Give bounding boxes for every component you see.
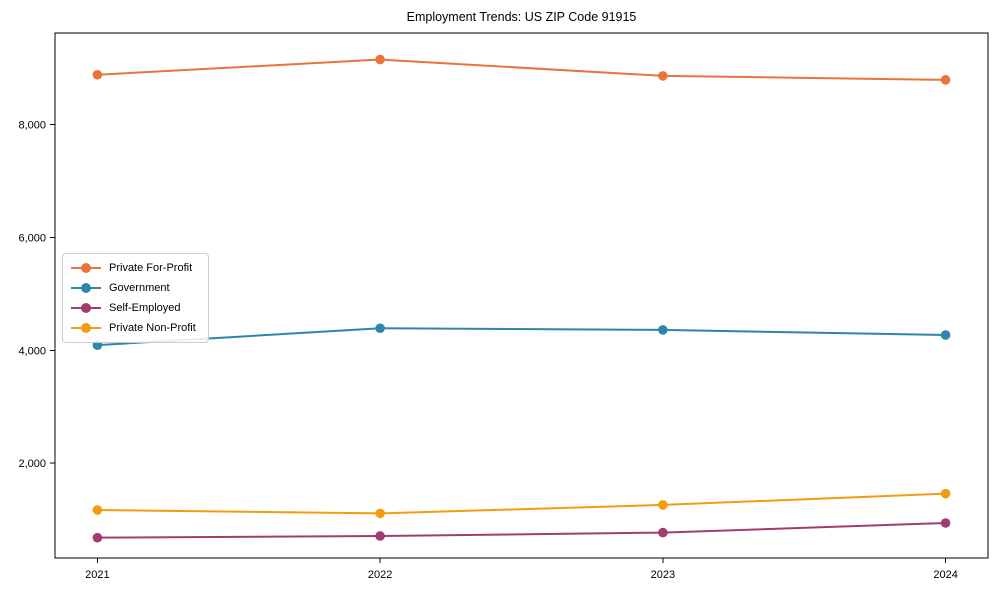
legend-item-self-employed: Self-Employed [71, 298, 196, 318]
data-point-government-2024 [940, 330, 951, 340]
data-point-private-for-profit-2024 [940, 75, 951, 85]
data-point-government-2023 [658, 325, 668, 335]
legend-item-private-for-profit: Private For-Profit [71, 258, 196, 278]
legend-swatch-icon [71, 321, 101, 335]
chart-title: Employment Trends: US ZIP Code 91915 [406, 10, 637, 24]
data-point-private-non-profit-2022 [375, 508, 385, 519]
axis-frame [54, 32, 989, 559]
y-tick-label: 4,000 [18, 345, 46, 357]
legend: Private For-Profit Government Self-Employe… [62, 253, 209, 343]
legend-label: Private Non-Profit [109, 322, 196, 334]
data-point-private-for-profit-2022 [375, 54, 385, 65]
data-point-self-employed-2021 [92, 532, 103, 543]
data-point-self-employed-2024 [940, 518, 951, 528]
y-tick-label: 6,000 [18, 232, 46, 244]
data-point-private-for-profit-2021 [92, 69, 103, 80]
series-line-private-for-profit [96, 58, 947, 81]
data-point-private-non-profit-2021 [92, 505, 103, 515]
legend-item-government: Government [71, 278, 196, 298]
x-tick-label: 2021 [85, 569, 109, 581]
x-tick-label: 2024 [933, 569, 957, 581]
x-tick-label: 2022 [368, 569, 392, 581]
y-tick-label: 2,000 [18, 458, 46, 470]
data-point-private-non-profit-2024 [940, 488, 951, 499]
data-point-self-employed-2022 [375, 531, 385, 541]
data-point-private-for-profit-2023 [658, 71, 668, 81]
legend-swatch-icon [71, 301, 101, 315]
data-point-government-2022 [375, 323, 385, 334]
data-point-private-non-profit-2023 [658, 500, 668, 510]
legend-item-private-non-profit: Private Non-Profit [71, 318, 196, 338]
series-line-self-employed [96, 522, 947, 539]
series-line-private-non-profit [96, 492, 947, 515]
legend-label: Government [109, 282, 170, 294]
legend-swatch-icon [71, 261, 101, 275]
y-tick-label: 8,000 [18, 119, 46, 131]
x-tick-label: 2023 [651, 569, 675, 581]
series-line-government [96, 327, 947, 347]
data-point-self-employed-2023 [658, 527, 668, 538]
legend-label: Self-Employed [109, 302, 181, 314]
legend-swatch-icon [71, 281, 101, 295]
legend-label: Private For-Profit [109, 262, 193, 274]
